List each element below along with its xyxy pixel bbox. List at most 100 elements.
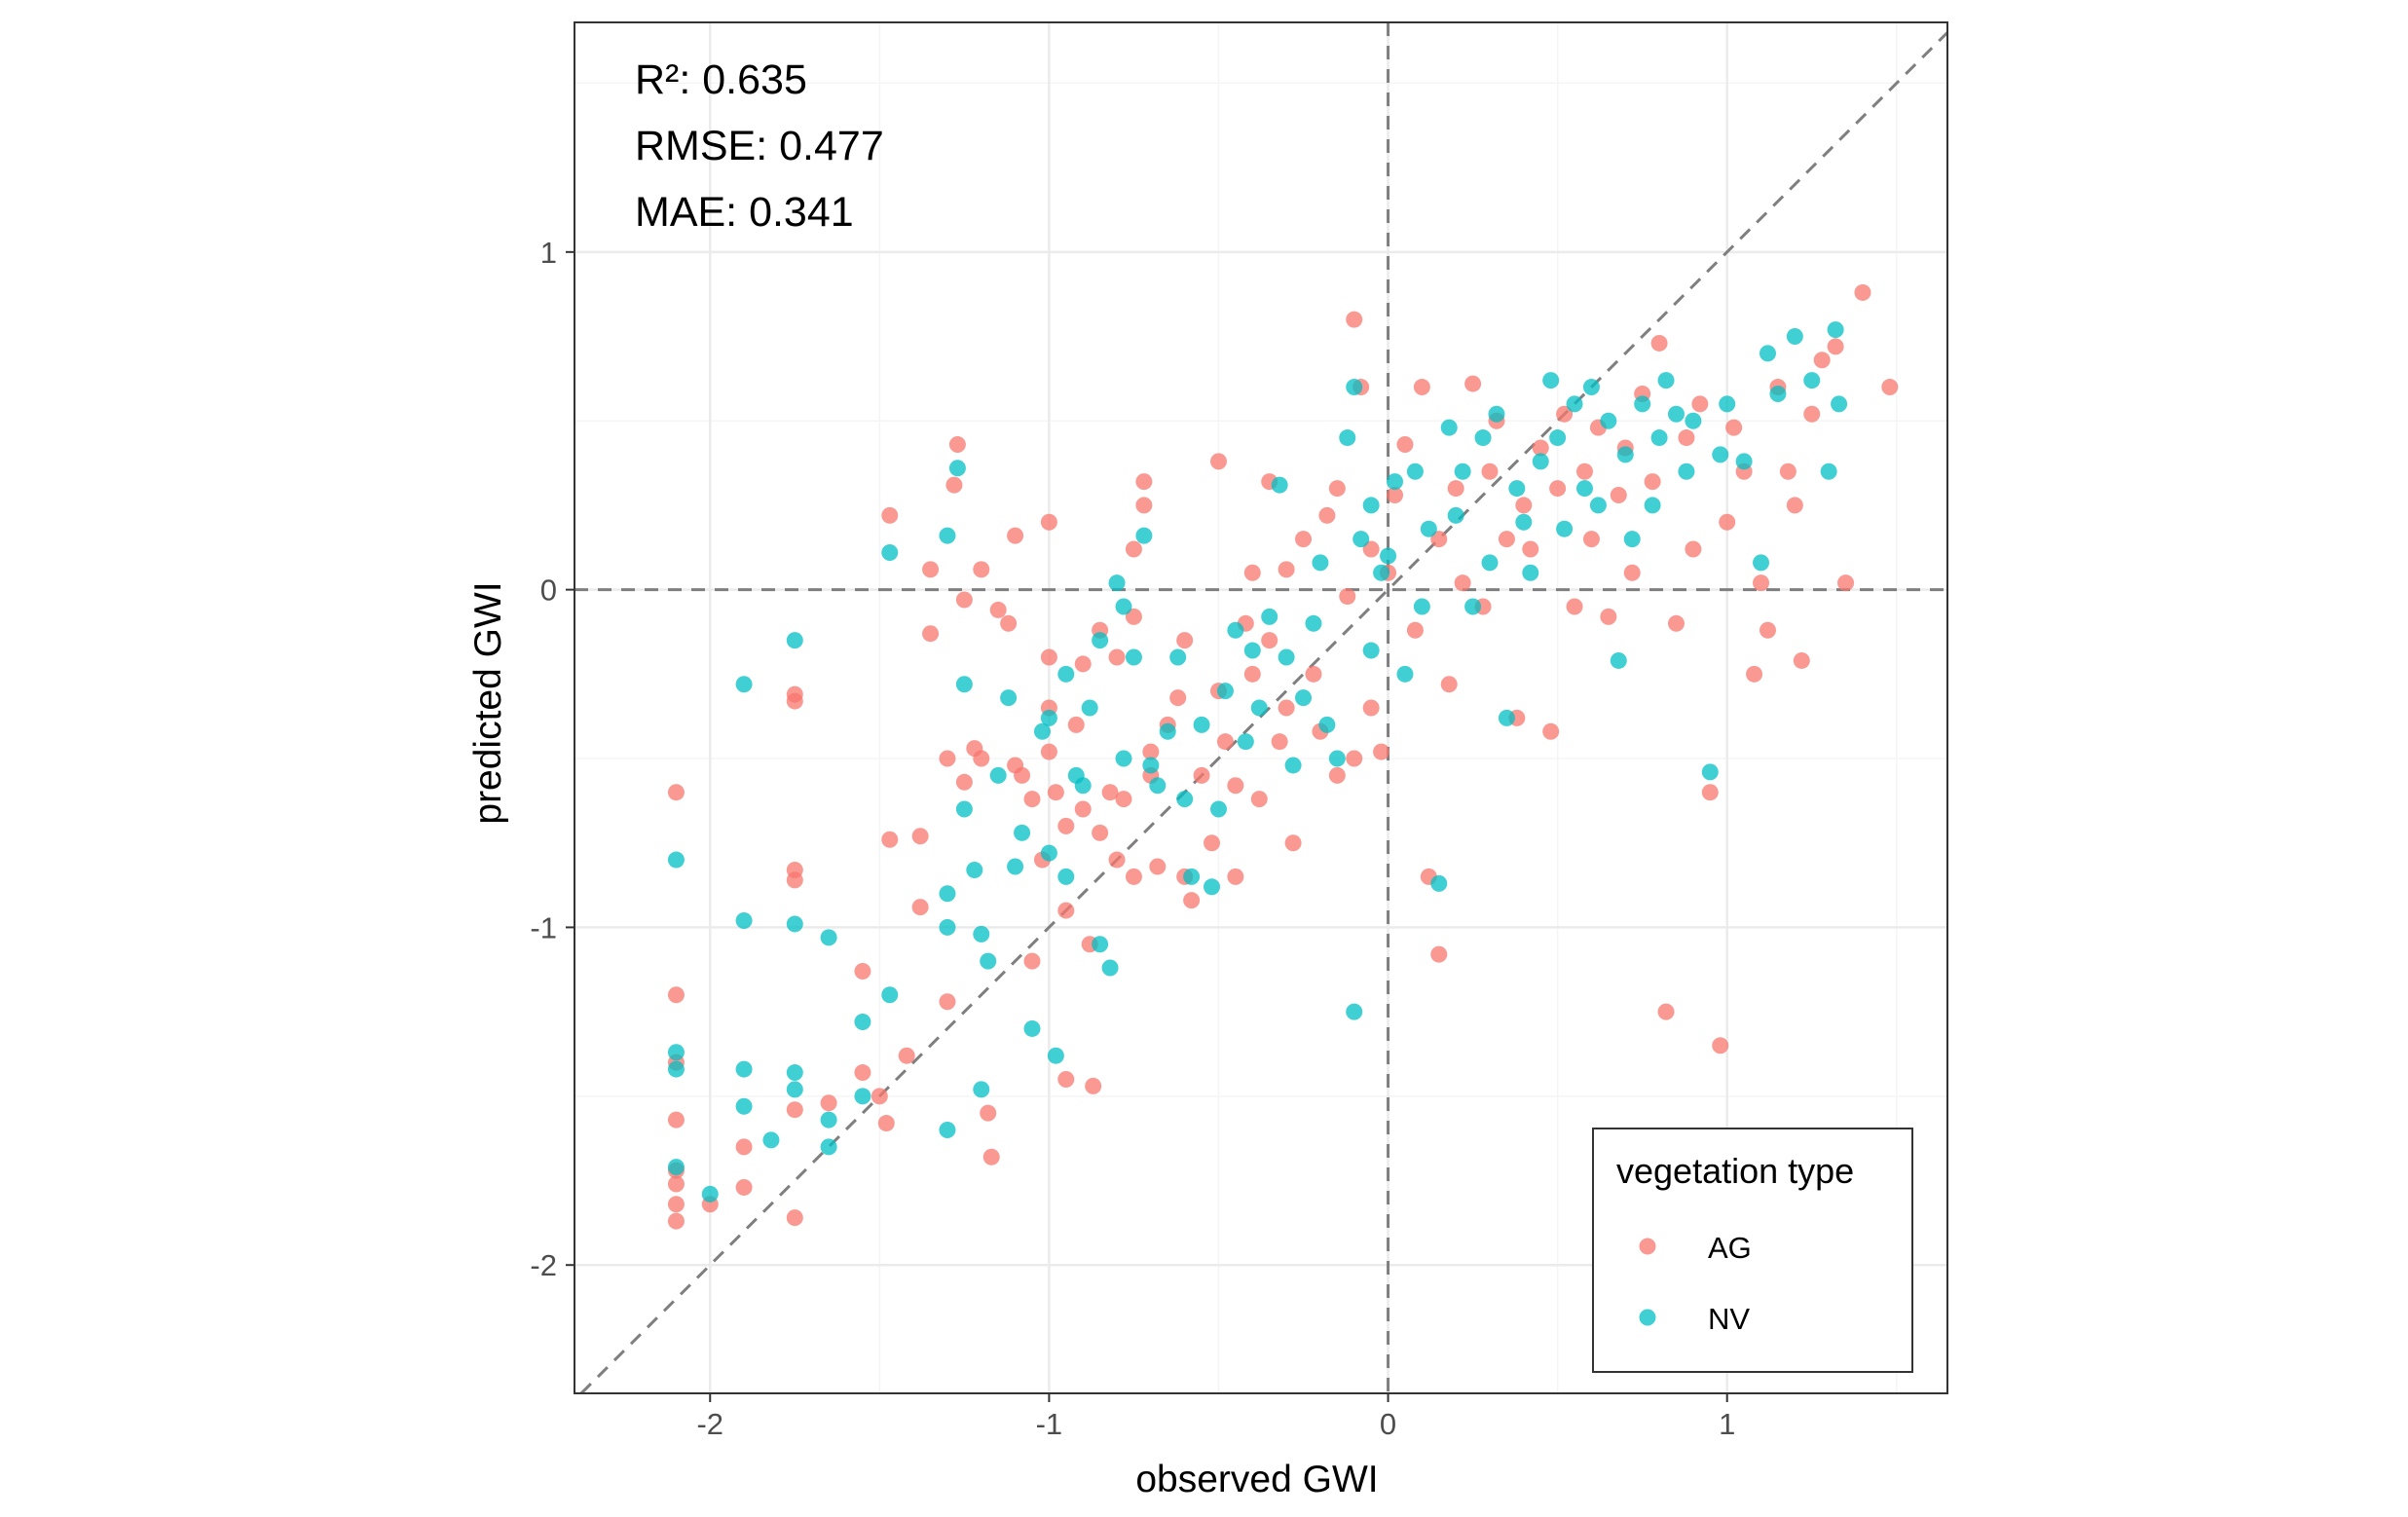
- data-point-nv: [1183, 868, 1201, 885]
- legend-key-nv: [1639, 1309, 1656, 1326]
- data-point-ag: [1566, 598, 1583, 615]
- data-point-ag: [1387, 487, 1404, 504]
- data-point-ag: [1396, 435, 1414, 453]
- data-point-nv: [1454, 462, 1471, 480]
- data-point-nv: [1352, 531, 1370, 548]
- data-point-nv: [1667, 405, 1685, 423]
- data-point-ag: [1481, 462, 1499, 480]
- data-point-ag: [667, 986, 685, 1004]
- series-nv: [667, 321, 1848, 1202]
- data-point-nv: [1610, 651, 1627, 669]
- legend-key-ag: [1639, 1238, 1656, 1255]
- data-point-ag: [1447, 480, 1464, 498]
- mae-annotation: MAE: 0.341: [635, 189, 854, 236]
- data-point-ag: [786, 1101, 803, 1119]
- data-point-nv: [1678, 462, 1695, 480]
- data-point-nv: [1108, 574, 1126, 592]
- data-point-nv: [1101, 959, 1119, 977]
- axis-ticks: -2 -1 0 1 -2 -1 0 1: [530, 236, 1735, 1441]
- data-point-ag: [1753, 574, 1770, 592]
- data-point-ag: [1328, 766, 1346, 784]
- data-point-nv: [1328, 750, 1346, 767]
- data-point-nv: [1657, 372, 1675, 389]
- data-point-nv: [939, 885, 956, 903]
- data-point-ag: [1243, 564, 1261, 581]
- data-point-ag: [1295, 531, 1313, 548]
- data-point-nv: [1142, 757, 1160, 774]
- data-point-nv: [1261, 608, 1278, 625]
- data-point-nv: [1644, 497, 1661, 514]
- data-point-nv: [1318, 716, 1336, 733]
- data-point-nv: [966, 861, 983, 878]
- data-point-ag: [1725, 419, 1743, 436]
- x-tick-label: 0: [1380, 1407, 1396, 1441]
- data-point-nv: [881, 986, 899, 1004]
- data-point-ag: [1057, 817, 1075, 834]
- data-point-ag: [1250, 791, 1268, 808]
- data-point-nv: [1420, 520, 1437, 537]
- data-point-ag: [735, 1138, 753, 1156]
- legend-label-nv: NV: [1708, 1302, 1750, 1336]
- data-point-ag: [1759, 621, 1776, 639]
- data-point-ag: [667, 1212, 685, 1230]
- data-point-nv: [1284, 757, 1302, 774]
- data-point-ag: [786, 692, 803, 710]
- data-point-ag: [1305, 665, 1322, 683]
- data-point-ag: [922, 561, 940, 578]
- data-point-ag: [1610, 487, 1627, 504]
- data-point-nv: [1685, 412, 1702, 429]
- data-point-nv: [1339, 429, 1356, 447]
- data-points: [667, 283, 1899, 1230]
- data-point-nv: [973, 1081, 990, 1098]
- data-point-nv: [1278, 648, 1295, 666]
- data-point-nv: [786, 1064, 803, 1082]
- data-point-ag: [939, 993, 956, 1011]
- data-point-ag: [1650, 334, 1668, 352]
- data-point-nv: [939, 1121, 956, 1138]
- data-point-ag: [939, 750, 956, 767]
- data-point-ag: [973, 561, 990, 578]
- data-point-nv: [1227, 621, 1244, 639]
- data-point-nv: [1634, 395, 1651, 413]
- data-point-ag: [945, 476, 963, 494]
- data-point-ag: [1216, 733, 1234, 751]
- data-point-ag: [1169, 689, 1187, 707]
- data-point-ag: [955, 591, 973, 609]
- data-point-nv: [980, 952, 997, 970]
- data-point-ag: [1837, 574, 1855, 592]
- data-point-ag: [982, 1148, 1000, 1166]
- data-point-nv: [1623, 531, 1641, 548]
- data-point-ag: [1691, 395, 1709, 413]
- r2-annotation: R²: 0.635: [635, 56, 807, 103]
- data-point-nv: [1719, 395, 1736, 413]
- data-point-ag: [667, 1175, 685, 1193]
- data-point-nv: [1204, 878, 1221, 896]
- rmse-annotation: RMSE: 0.477: [635, 123, 884, 169]
- data-point-nv: [1250, 699, 1268, 717]
- data-point-nv: [1600, 412, 1617, 429]
- data-point-ag: [1014, 766, 1031, 784]
- data-point-nv: [1542, 372, 1560, 389]
- data-point-ag: [667, 784, 685, 801]
- data-point-ag: [1515, 497, 1533, 514]
- data-point-nv: [1135, 527, 1153, 544]
- data-point-nv: [667, 1159, 685, 1176]
- data-point-nv: [786, 1081, 803, 1098]
- data-point-ag: [1176, 632, 1194, 649]
- data-point-ag: [1667, 614, 1685, 632]
- data-point-ag: [1108, 648, 1126, 666]
- data-point-ag: [1227, 777, 1244, 795]
- data-point-ag: [1623, 564, 1641, 581]
- data-point-ag: [1193, 766, 1210, 784]
- data-point-nv: [1125, 648, 1142, 666]
- data-point-nv: [1786, 328, 1803, 346]
- data-point-nv: [1515, 513, 1533, 531]
- data-point-ag: [989, 601, 1007, 618]
- data-point-nv: [1149, 777, 1167, 795]
- data-point-nv: [1176, 791, 1194, 808]
- data-point-ag: [1278, 561, 1295, 578]
- data-point-nv: [1498, 709, 1515, 726]
- data-point-ag: [881, 506, 899, 524]
